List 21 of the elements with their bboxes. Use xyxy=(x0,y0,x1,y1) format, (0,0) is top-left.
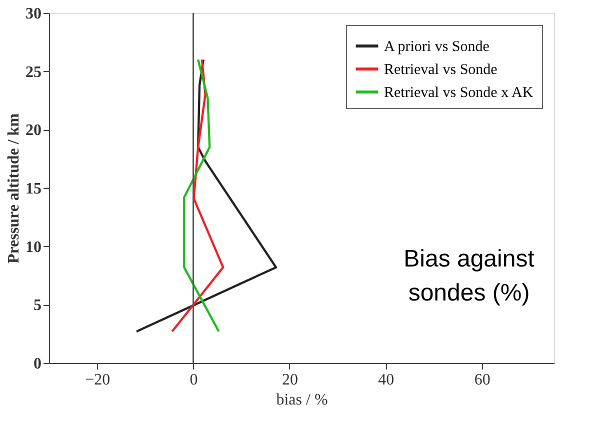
x-tick-label: 0 xyxy=(190,372,198,388)
x-tick-label: 60 xyxy=(474,372,490,388)
y-tick-label: 20 xyxy=(26,122,42,140)
y-tick-label: 15 xyxy=(26,180,42,198)
x-axis-title: bias / % xyxy=(276,392,328,408)
x-tick-label: −20 xyxy=(85,372,110,388)
line-series xyxy=(183,58,220,333)
y-tick-label: 5 xyxy=(34,297,42,314)
annotation: Bias against sondes (%) xyxy=(404,246,535,306)
line-series xyxy=(171,58,224,333)
x-tick-label: 40 xyxy=(378,372,394,388)
y-tick-label: 25 xyxy=(26,64,42,81)
y-axis-title: Pressure altitude / km xyxy=(6,112,22,264)
legend-label: Retrieval vs Sonde xyxy=(384,62,498,78)
legend-label: A priori vs Sonde xyxy=(384,39,490,55)
x-tick-label: 20 xyxy=(282,372,298,388)
line-series xyxy=(135,58,278,333)
legend-label: Retrieval vs Sonde x AK xyxy=(384,85,534,101)
y-tick-label: 30 xyxy=(26,6,42,22)
y-tick-label: 0 xyxy=(34,356,42,372)
y-tick-label: 10 xyxy=(26,238,42,256)
